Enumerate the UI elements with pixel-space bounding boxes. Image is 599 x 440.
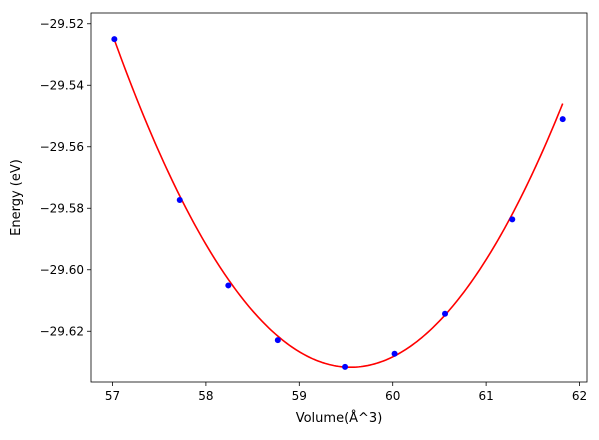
y-tick-label: −29.54 — [40, 78, 84, 92]
x-tick-label: 62 — [572, 389, 587, 403]
fit-curve — [113, 39, 564, 369]
y-tick-label: −29.58 — [40, 201, 84, 215]
x-tick-label: 59 — [292, 389, 307, 403]
x-tick-label: 58 — [198, 389, 213, 403]
data-point — [442, 310, 449, 317]
data-point — [391, 350, 398, 357]
data-point — [225, 282, 232, 289]
x-tick-label: 60 — [385, 389, 400, 403]
x-tick-label: 61 — [478, 389, 493, 403]
y-tick-label: −29.62 — [40, 324, 84, 338]
data-point — [176, 196, 183, 203]
data-point — [111, 36, 118, 43]
x-tick-label: 57 — [105, 389, 120, 403]
data-point — [274, 337, 281, 344]
y-tick-label: −29.56 — [40, 140, 84, 154]
data-point — [559, 116, 566, 123]
y-tick-label: −29.60 — [40, 263, 84, 277]
tick-layer: 57 58 59 60 61 62 −29.52 −29.54 −29.56 −29.58 −29.… — [40, 17, 588, 403]
x-axis-label: Volume(Å^3) — [296, 410, 383, 426]
data-point — [342, 363, 349, 370]
data-point — [509, 216, 516, 223]
plot-layer — [111, 36, 566, 370]
y-axis-label: Energy (eV) — [9, 159, 24, 236]
y-tick-label: −29.52 — [40, 17, 84, 31]
axes-frame — [90, 12, 588, 383]
